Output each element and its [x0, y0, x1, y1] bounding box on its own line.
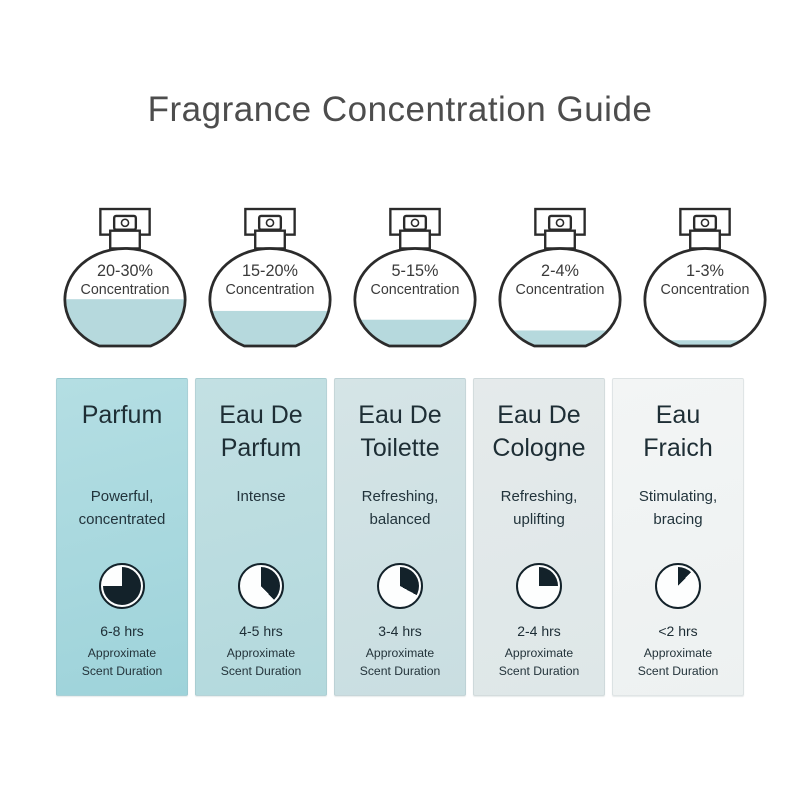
concentration-range: 2-4%: [541, 262, 579, 280]
bottle-eau-de-parfum: 15-20% Concentration: [201, 207, 339, 351]
bottle-outline: [63, 247, 187, 348]
column-name: Parfum: [81, 401, 163, 429]
bottle-parfum: 20-30% Concentration: [56, 207, 194, 351]
bottle-liquid: [499, 330, 621, 347]
spray-cap-icon: [389, 207, 441, 250]
duration-label: 2-4 hrs: [517, 623, 561, 639]
spray-cap-icon: [534, 207, 586, 250]
column-description: Intense: [236, 488, 286, 505]
clock-fill: [659, 567, 697, 605]
clock-fill: [381, 567, 419, 605]
fragrance-column-eau-de-toilette: Eau De Toilette Refreshing, balanced 3-4…: [334, 378, 466, 696]
duration-label: <2 hrs: [658, 623, 698, 639]
clock-icon: [99, 563, 145, 609]
concentration-range: 15-20%: [242, 262, 298, 280]
spray-cap-icon: [244, 207, 296, 250]
concentration-range: 1-3%: [686, 262, 724, 280]
duration-label: 6-8 hrs: [100, 623, 144, 639]
duration-label: 4-5 hrs: [239, 623, 283, 639]
duration-label: 3-4 hrs: [378, 623, 422, 639]
page-title: Fragrance Concentration Guide: [147, 90, 653, 129]
column-name: Eau De Cologne: [492, 401, 586, 462]
concentration-caption: Concentration: [661, 282, 750, 298]
perfume-bottle-icon: 5-15% Concentration: [353, 207, 477, 348]
bottle-liquid: [64, 299, 186, 347]
fragrance-column-eau-de-cologne: Eau De Cologne Refreshing, uplifting 2-4…: [473, 378, 605, 696]
duration-note: Approximate Scent Duration: [220, 646, 302, 678]
bottle-body: [499, 248, 621, 347]
perfume-bottle-icon: 1-3% Concentration: [643, 207, 767, 348]
clock-fill: [242, 567, 280, 605]
fragrance-column-parfum: Parfum Powerful, concentrated 6-8 hrs Ap…: [56, 378, 188, 696]
clock-fill: [520, 567, 558, 605]
concentration-caption: Concentration: [371, 282, 460, 298]
bottle-body: [644, 248, 766, 347]
concentration-range: 5-15%: [392, 262, 439, 280]
bottle-liquid: [644, 340, 766, 347]
clock-icon: [238, 563, 284, 609]
concentration-caption: Concentration: [226, 282, 315, 298]
spray-cap-icon: [679, 207, 731, 250]
perfume-bottle-icon: 15-20% Concentration: [208, 207, 332, 348]
column-description: Refreshing, balanced: [361, 488, 439, 528]
bottle-eau-de-cologne: 2-4% Concentration: [491, 207, 629, 351]
clock-icon: [655, 563, 701, 609]
duration-note: Approximate Scent Duration: [498, 646, 580, 678]
perfume-bottle-icon: 20-30% Concentration: [63, 207, 187, 348]
column-description: Stimulating, bracing: [638, 488, 718, 528]
duration-note: Approximate Scent Duration: [637, 646, 719, 678]
column-name: Eau Fraich: [643, 401, 713, 462]
clock-icon: [377, 563, 423, 609]
clock-fill: [103, 567, 141, 605]
columns-row: Parfum Powerful, concentrated 6-8 hrs Ap…: [56, 378, 744, 696]
bottle-outline: [643, 247, 767, 348]
bottle-eau-de-toilette: 5-15% Concentration: [346, 207, 484, 351]
bottle-outline: [353, 247, 477, 348]
column-description: Powerful, concentrated: [78, 488, 166, 528]
spray-cap-icon: [99, 207, 151, 250]
column-name: Eau De Toilette: [358, 401, 442, 462]
fragrance-column-eau-fraich: Eau Fraich Stimulating, bracing <2 hrs A…: [612, 378, 744, 696]
concentration-caption: Concentration: [516, 282, 605, 298]
bottle-outline: [208, 247, 332, 348]
fragrance-column-eau-de-parfum: Eau De Parfum Intense 4-5 hrs Approximat…: [195, 378, 327, 696]
perfume-bottle-icon: 2-4% Concentration: [498, 207, 622, 348]
column-name: Eau De Parfum: [219, 401, 303, 462]
concentration-range: 20-30%: [97, 262, 153, 280]
bottle-eau-fraich: 1-3% Concentration: [636, 207, 774, 351]
bottle-outline: [498, 247, 622, 348]
bottles-row: 20-30% Concentration 15-20% Concentratio…: [56, 207, 767, 351]
clock-icon: [516, 563, 562, 609]
duration-note: Approximate Scent Duration: [359, 646, 441, 678]
column-description: Refreshing, uplifting: [500, 488, 578, 528]
duration-note: Approximate Scent Duration: [81, 646, 163, 678]
concentration-caption: Concentration: [81, 282, 170, 298]
